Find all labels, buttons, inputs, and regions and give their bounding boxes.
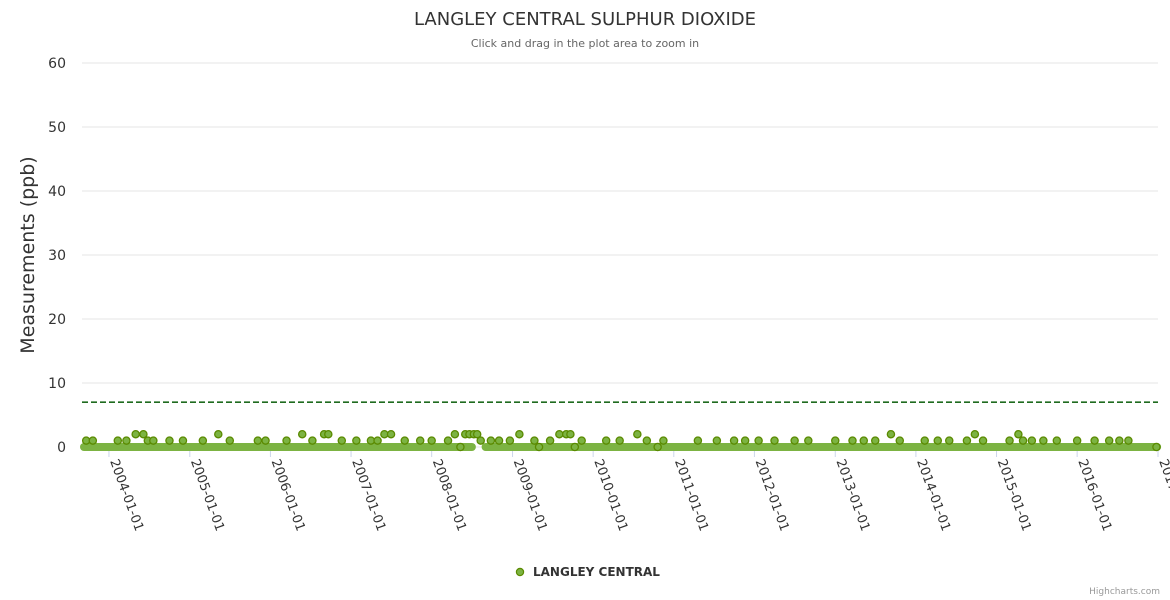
data-point[interactable]	[615, 436, 624, 445]
data-point[interactable]	[633, 429, 642, 439]
data-point[interactable]	[1018, 436, 1028, 445]
data-point[interactable]	[352, 436, 361, 445]
data-point[interactable]	[373, 436, 382, 445]
data-point[interactable]	[450, 429, 460, 439]
data-point[interactable]	[214, 429, 223, 439]
data-point[interactable]	[1090, 436, 1099, 445]
y-tick-label: 10	[48, 376, 66, 392]
data-point[interactable]	[1124, 436, 1133, 445]
data-point[interactable]	[804, 436, 813, 445]
data-point[interactable]	[400, 436, 409, 445]
y-tick-label: 0	[57, 440, 66, 456]
data-point[interactable]	[308, 436, 317, 445]
y-tick-label: 20	[48, 312, 66, 328]
series-langley-central[interactable]	[79, 429, 1162, 452]
data-point[interactable]	[1115, 436, 1124, 445]
credits-link[interactable]: Highcharts.com	[1089, 587, 1160, 597]
data-point[interactable]	[149, 436, 158, 445]
data-point[interactable]	[870, 436, 880, 445]
data-point[interactable]	[1027, 436, 1037, 445]
legend[interactable]: LANGLEY CENTRAL	[515, 565, 660, 579]
chart-title: LANGLEY CENTRAL SULPHUR DIOXIDE	[414, 9, 756, 30]
legend-marker-icon[interactable]	[515, 567, 525, 577]
data-point[interactable]	[456, 442, 465, 452]
data-point[interactable]	[139, 429, 148, 439]
data-point[interactable]	[790, 436, 799, 445]
data-point[interactable]	[570, 442, 580, 452]
data-point[interactable]	[88, 436, 98, 445]
baseline-marker-band[interactable]	[79, 443, 476, 451]
data-point[interactable]	[297, 429, 307, 439]
data-point[interactable]	[515, 429, 524, 439]
data-point[interactable]	[131, 429, 140, 439]
data-point[interactable]	[920, 436, 929, 445]
data-point[interactable]	[577, 436, 586, 445]
data-point[interactable]	[770, 436, 779, 445]
data-point[interactable]	[122, 436, 131, 445]
data-point[interactable]	[945, 436, 954, 445]
data-point[interactable]	[534, 442, 544, 452]
data-point[interactable]	[415, 436, 425, 445]
baseline-marker-band[interactable]	[481, 443, 1162, 451]
data-point[interactable]	[337, 436, 347, 445]
data-point[interactable]	[505, 436, 515, 445]
data-point[interactable]	[848, 436, 857, 445]
data-point[interactable]	[754, 436, 763, 445]
data-point[interactable]	[729, 436, 739, 445]
data-point[interactable]	[642, 436, 652, 445]
data-point[interactable]	[386, 429, 396, 439]
data-point[interactable]	[443, 436, 453, 445]
data-point[interactable]	[427, 436, 436, 445]
data-point[interactable]	[653, 442, 662, 452]
y-tick-label: 30	[48, 248, 66, 264]
data-point[interactable]	[859, 436, 869, 445]
data-point[interactable]	[962, 436, 972, 445]
data-point[interactable]	[113, 436, 123, 445]
data-point[interactable]	[1014, 429, 1023, 439]
data-point[interactable]	[555, 429, 564, 439]
data-point[interactable]	[253, 436, 263, 445]
data-point[interactable]	[225, 436, 235, 445]
data-point[interactable]	[178, 436, 188, 445]
chart-subtitle: Click and drag in the plot area to zoom …	[471, 37, 699, 50]
data-point[interactable]	[895, 436, 905, 445]
data-point[interactable]	[486, 436, 496, 445]
data-point[interactable]	[545, 436, 555, 445]
data-point[interactable]	[712, 436, 722, 445]
data-point[interactable]	[566, 429, 575, 439]
data-point[interactable]	[693, 436, 703, 445]
data-point[interactable]	[831, 436, 840, 445]
legend-item-langley-central[interactable]: LANGLEY CENTRAL	[533, 565, 660, 579]
data-point[interactable]	[1039, 436, 1048, 445]
data-point[interactable]	[933, 436, 943, 445]
y-tick-label: 40	[48, 184, 66, 200]
data-point[interactable]	[1152, 442, 1161, 452]
y-axis-title: Measurements (ppb)	[17, 156, 39, 353]
data-point[interactable]	[1104, 436, 1114, 445]
data-point[interactable]	[494, 436, 504, 445]
data-point[interactable]	[740, 436, 750, 445]
y-tick-label: 50	[48, 120, 66, 136]
data-point[interactable]	[1005, 436, 1014, 445]
data-point[interactable]	[886, 429, 896, 439]
data-point[interactable]	[530, 436, 539, 445]
data-point[interactable]	[659, 436, 668, 445]
data-point[interactable]	[970, 429, 980, 439]
data-point[interactable]	[1072, 436, 1082, 445]
data-point[interactable]	[1052, 436, 1062, 445]
y-axis-tick-labels: 0 10 20 30 40 50 60	[48, 56, 66, 456]
data-point[interactable]	[601, 436, 611, 445]
y-gridlines	[82, 62, 1158, 448]
data-point[interactable]	[472, 429, 482, 439]
data-point[interactable]	[165, 436, 174, 445]
data-point[interactable]	[978, 436, 988, 445]
data-point[interactable]	[261, 436, 270, 445]
data-point[interactable]	[324, 429, 333, 439]
data-point[interactable]	[282, 436, 291, 445]
data-point[interactable]	[198, 436, 208, 445]
data-point[interactable]	[476, 436, 485, 445]
y-tick-label: 60	[48, 56, 66, 72]
